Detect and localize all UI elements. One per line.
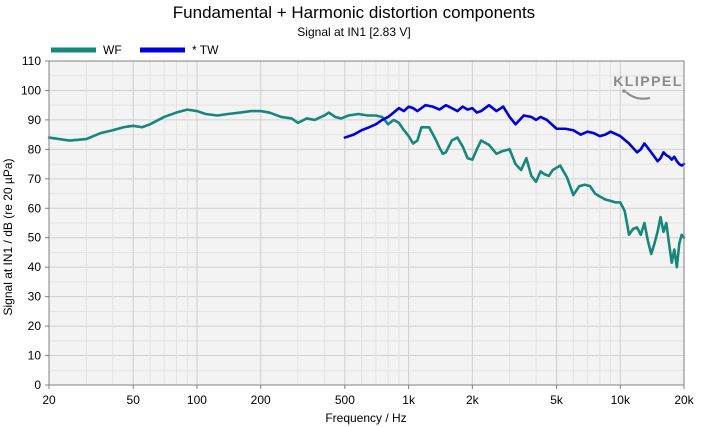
x-tick-label: 200 [251, 393, 271, 407]
chart-subtitle: Signal at IN1 [2.83 V] [297, 25, 410, 39]
gridlines [48, 60, 685, 386]
plot-frame [48, 60, 685, 386]
series-line-tw [343, 103, 686, 167]
y-axis-label: Signal at IN1 / dB (re 20 µPa) [1, 159, 15, 316]
y-tick-label: 30 [28, 290, 42, 304]
x-tick-label: 20 [42, 393, 56, 407]
chart-title: Fundamental + Harmonic distortion compon… [173, 3, 535, 22]
x-tick-label: 1k [402, 393, 416, 407]
klippel-logo-dot [622, 89, 626, 93]
x-tick-label: 100 [187, 393, 207, 407]
x-tick-label: 10k [611, 393, 631, 407]
y-tick-label: 80 [28, 142, 42, 156]
y-tick-label: 90 [28, 113, 42, 127]
y-tick-label: 70 [28, 172, 42, 186]
x-tick-label: 20k [674, 393, 694, 407]
legend: WF * TW [51, 43, 219, 57]
y-tick-label: 10 [28, 349, 42, 363]
klippel-logo-arc [625, 91, 651, 100]
y-tick-label: 20 [28, 319, 42, 333]
series-line-wf [47, 108, 686, 269]
y-tick-label: 60 [28, 201, 42, 215]
series-layer [47, 103, 686, 269]
x-tick-label: 2k [466, 393, 480, 407]
klippel-logo: KLIPPEL [613, 73, 683, 100]
x-axis-label: Frequency / Hz [325, 411, 406, 425]
legend-label-wf: WF [103, 43, 122, 57]
y-tick-label: 100 [21, 83, 41, 97]
y-tick-label: 50 [28, 231, 42, 245]
axes: 0 10 20 30 40 50 60 70 80 90 100 110 20 50 100 200 500 1k… [21, 54, 695, 407]
y-tick-label: 40 [28, 260, 42, 274]
x-tick-label: 500 [335, 393, 355, 407]
legend-label-tw: * TW [192, 43, 219, 57]
x-tick-label: 5k [550, 393, 564, 407]
y-tick-label: 0 [34, 378, 41, 392]
y-tick-label: 110 [22, 54, 41, 68]
klippel-logo-text: KLIPPEL [613, 73, 683, 89]
x-tick-label: 50 [127, 393, 141, 407]
